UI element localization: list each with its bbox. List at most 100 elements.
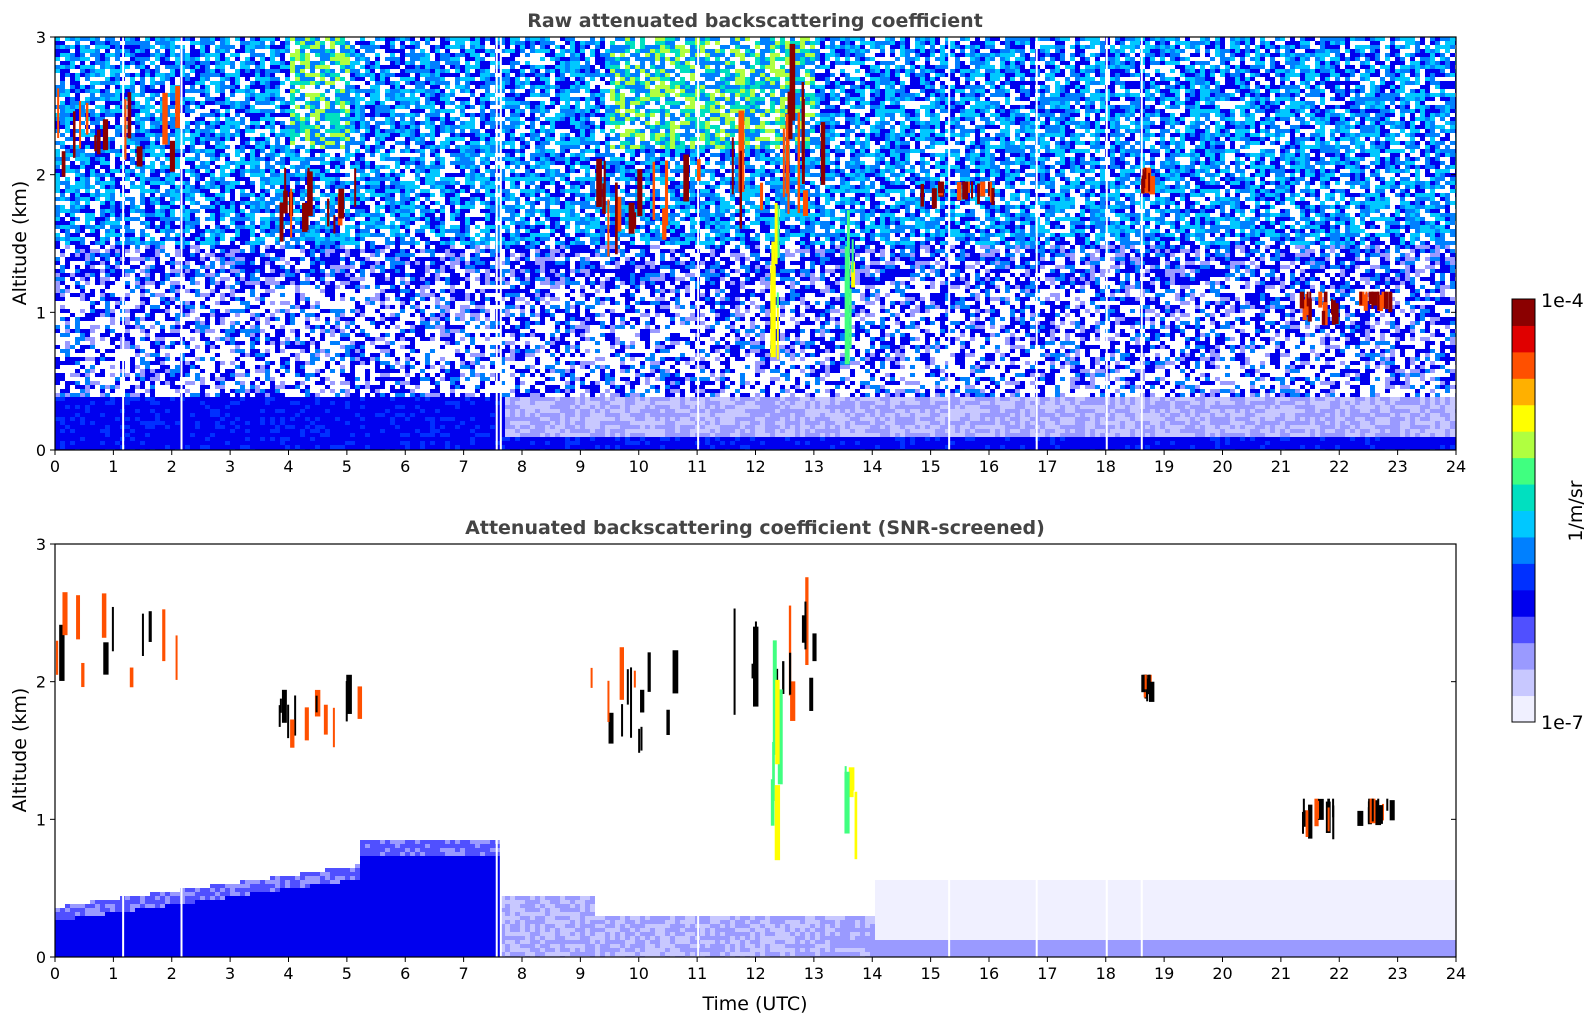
signal-cell: [105, 65, 110, 69]
signal-cell: [165, 229, 170, 233]
signal-cell: [165, 57, 170, 61]
signal-cell: [175, 401, 180, 405]
signal-cell: [205, 45, 210, 49]
signal-cell: [125, 177, 130, 181]
signal-cell: [170, 209, 175, 213]
signal-cell: [190, 89, 195, 93]
signal-cell: [90, 165, 95, 169]
signal-cell: [200, 77, 205, 81]
signal-cell: [185, 53, 190, 57]
signal-cell: [145, 241, 150, 245]
signal-cell: [105, 301, 110, 305]
signal-cell: [190, 209, 195, 213]
signal-cell: [115, 161, 120, 165]
signal-cell: [135, 93, 140, 97]
signal-cell: [95, 221, 100, 225]
signal-cell: [130, 325, 135, 329]
signal-cell: [105, 153, 110, 157]
signal-cell: [195, 129, 200, 133]
signal-cell: [65, 185, 70, 189]
signal-cell: [165, 205, 170, 209]
signal-cell: [140, 357, 145, 361]
signal-cell: [65, 45, 70, 49]
signal-cell: [125, 345, 130, 349]
signal-cell: [140, 137, 145, 141]
signal-cell: [75, 337, 80, 341]
signal-cell: [75, 225, 80, 229]
signal-cell: [85, 65, 90, 69]
signal-cell: [60, 41, 65, 45]
signal-cell: [190, 165, 195, 169]
signal-cell: [165, 313, 170, 317]
signal-cell: [85, 281, 90, 285]
signal-cell: [65, 157, 70, 161]
signal-cell: [55, 45, 60, 49]
signal-cell: [85, 201, 90, 205]
signal-cell: [145, 133, 150, 137]
signal-cell: [70, 421, 75, 425]
signal-cell: [130, 257, 135, 261]
signal-cell: [205, 61, 210, 65]
signal-cell: [115, 217, 120, 221]
signal-cell: [125, 173, 130, 177]
signal-cell: [140, 409, 145, 413]
signal-cell: [150, 201, 155, 205]
signal-cell: [70, 225, 75, 229]
signal-cell: [145, 361, 150, 365]
signal-cell: [125, 337, 130, 341]
signal-cell: [160, 401, 165, 405]
signal-cell: [110, 329, 115, 333]
signal-cell: [95, 409, 100, 413]
signal-cell: [75, 201, 80, 205]
signal-cell: [90, 225, 95, 229]
signal-cell: [75, 249, 80, 253]
signal-cell: [75, 341, 80, 345]
signal-cell: [60, 65, 65, 69]
signal-cell: [135, 105, 140, 109]
signal-cell: [150, 81, 155, 85]
signal-cell: [65, 317, 70, 321]
signal-cell: [140, 61, 145, 65]
signal-cell: [140, 281, 145, 285]
signal-cell: [205, 41, 210, 45]
signal-cell: [105, 401, 110, 405]
signal-cell: [135, 125, 140, 129]
signal-cell: [190, 361, 195, 365]
signal-cell: [155, 405, 160, 409]
signal-cell: [160, 225, 165, 229]
signal-cell: [145, 301, 150, 305]
signal-cell: [90, 329, 95, 333]
signal-cell: [195, 65, 200, 69]
signal-cell: [110, 197, 115, 201]
signal-cell: [110, 417, 115, 421]
signal-cell: [80, 249, 85, 253]
signal-cell: [145, 389, 150, 393]
signal-cell: [140, 261, 145, 265]
signal-cell: [70, 61, 75, 65]
signal-cell: [130, 341, 135, 345]
signal-cell: [200, 321, 205, 325]
signal-cell: [85, 141, 90, 145]
signal-cell: [85, 253, 90, 257]
signal-cell: [185, 189, 190, 193]
signal-cell: [185, 237, 190, 241]
signal-cell: [145, 181, 150, 185]
signal-cell: [105, 417, 110, 421]
signal-cell: [200, 265, 205, 269]
signal-cell: [145, 277, 150, 281]
signal-cell: [190, 237, 195, 241]
signal-cell: [155, 309, 160, 313]
signal-cell: [75, 149, 80, 153]
signal-cell: [195, 41, 200, 45]
signal-cell: [60, 437, 65, 441]
signal-cell: [190, 193, 195, 197]
signal-cell: [100, 353, 105, 357]
signal-cell: [130, 429, 135, 433]
signal-cell: [65, 409, 70, 413]
signal-cell: [95, 269, 100, 273]
signal-cell: [75, 93, 80, 97]
signal-cell: [190, 217, 195, 221]
signal-cell: [55, 285, 60, 289]
signal-cell: [75, 45, 80, 49]
signal-cell: [80, 225, 85, 229]
